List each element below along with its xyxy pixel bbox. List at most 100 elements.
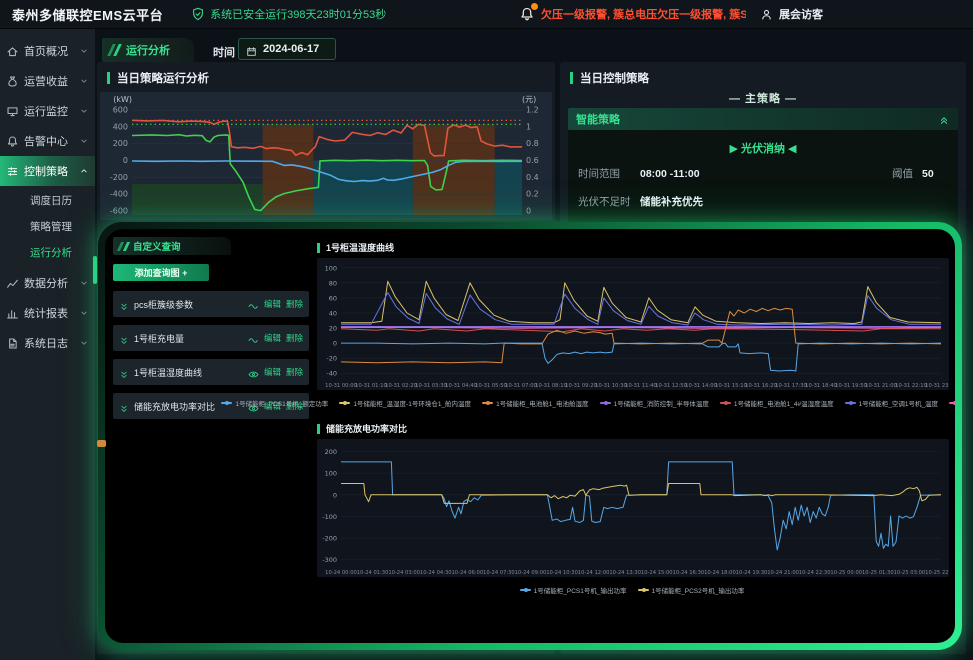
alarm-area: 欠压一级报警, 簇总电压欠压一级报警, 簇SO <box>519 6 746 22</box>
eye-icon[interactable] <box>248 367 259 378</box>
sidebar-subitem-dispatch-calendar[interactable]: 调度日历 <box>0 188 95 214</box>
query-item-charge-energy[interactable]: 1号柜充电量 编辑删除 <box>113 325 309 351</box>
sidebar-item-label: 告警中心 <box>24 133 74 149</box>
sidebar-item-alarm-center[interactable]: 告警中心 <box>0 126 95 156</box>
legend-swatch-icon <box>720 402 731 404</box>
alarm-bell-icon[interactable] <box>519 6 535 22</box>
legend-swatch-icon <box>845 402 856 404</box>
power-compare-chart[interactable]: 2001000-100-200-30010-24 00:0010-24 01:3… <box>317 439 949 577</box>
alarm-marquee[interactable]: 欠压一级报警, 簇总电压欠压一级报警, 簇SO <box>541 6 746 22</box>
user-area[interactable]: 展会访客 <box>760 6 823 22</box>
query-item-label: 1号柜充电量 <box>134 332 243 345</box>
legend-item[interactable]: 1号储能柜_消防控制_半导体温度 <box>600 398 709 408</box>
delete-link[interactable]: 删除 <box>286 298 303 310</box>
svg-text:10-25 01:30: 10-25 01:30 <box>862 570 894 576</box>
svg-text:10-24 18:00: 10-24 18:00 <box>704 570 736 576</box>
query-item-pcs-params[interactable]: pcs柜簇级参数 编辑删除 <box>113 291 309 317</box>
sidebar-item-system-log[interactable]: 系统日志 <box>0 328 95 358</box>
chart-title-row: 1号柜温湿度曲线 <box>317 241 947 254</box>
svg-text:10-24 16:30: 10-24 16:30 <box>673 570 705 576</box>
control-strategy-title: 当日控制策略 <box>580 70 649 86</box>
sidebar-subitem-operation-analysis[interactable]: 运行分析 <box>0 240 95 266</box>
legend-item[interactable]: 1号储能柜_PCS1号机_输出功率 <box>520 585 627 595</box>
sidebar-item-data-analysis[interactable]: 数据分析 <box>0 268 95 298</box>
sidebar-item-revenue[interactable]: 运营收益 <box>0 66 95 96</box>
legend-item[interactable]: 1号储能柜_PCS2号机_输出功率 <box>638 585 745 595</box>
modal-scrollbar-thumb[interactable] <box>97 440 106 447</box>
query-panel: 自定义查询 添加查询图 + pcs柜簇级参数编辑删除1号柜充电量编辑删除1号柜温… <box>113 237 309 419</box>
edit-link[interactable]: 编辑 <box>264 298 281 310</box>
alarm-badge <box>531 3 538 10</box>
legend-label: 1号储能柜_电池舱1_电池舱湿度 <box>496 398 588 408</box>
add-query-chart-button[interactable]: 添加查询图 + <box>113 264 209 281</box>
svg-text:10-25 00:00: 10-25 00:00 <box>830 570 862 576</box>
chevron-down-icon <box>79 76 89 86</box>
delete-link[interactable]: 删除 <box>286 332 303 344</box>
date-value: 2024-06-17 <box>263 43 319 55</box>
svg-text:10-31 12:50: 10-31 12:50 <box>655 383 687 389</box>
edit-link[interactable]: 编辑 <box>264 332 281 344</box>
svg-text:(元): (元) <box>522 95 536 104</box>
home-icon <box>6 45 19 58</box>
legend-item[interactable]: 1号储能柜_电池舱1_4#温湿度温度 <box>720 398 834 408</box>
report-icon <box>6 307 19 320</box>
svg-text:10-31 02:20: 10-31 02:20 <box>385 383 417 389</box>
svg-text:-600: -600 <box>110 206 128 215</box>
sidebar-item-home-overview[interactable]: 首页概况 <box>0 36 95 66</box>
legend-item[interactable]: 1号储能柜_温湿度-1号环境仓1_舱内温度 <box>339 398 471 408</box>
svg-text:10-31 07:00: 10-31 07:00 <box>505 383 537 389</box>
sidebar-subitem-strategy-management[interactable]: 策略管理 <box>0 214 95 240</box>
svg-text:0: 0 <box>333 491 337 499</box>
svg-text:10-31 01:10: 10-31 01:10 <box>355 383 387 389</box>
svg-text:-200: -200 <box>322 535 337 543</box>
sidebar-item-reports[interactable]: 统计报表 <box>0 298 95 328</box>
date-picker[interactable]: 2024-06-17 <box>238 38 336 60</box>
strategy-run-chart[interactable]: 6001.240012000.800.6-2000.4-4000.2-6000(… <box>100 92 552 220</box>
app-title: 泰州多储联控EMS云平台 <box>12 5 163 24</box>
edit-link[interactable]: 编辑 <box>264 366 281 378</box>
power-compare-card: 储能充放电功率对比 2001000-100-200-30010-24 00:00… <box>317 422 947 595</box>
sidebar-item-control-strategy[interactable]: 控制策略 <box>0 156 95 186</box>
sidebar-item-monitoring[interactable]: 运行监控 <box>0 96 95 126</box>
user-icon <box>760 8 773 21</box>
collapse-double-up-icon[interactable] <box>938 113 950 125</box>
shield-icon <box>191 7 205 21</box>
temp-humidity-chart[interactable]: 100806040200-20-4010-31 00:0010-31 01:10… <box>317 258 949 390</box>
svg-text:600: 600 <box>113 106 128 115</box>
svg-text:0.6: 0.6 <box>526 156 539 165</box>
svg-text:(kW): (kW) <box>113 95 132 104</box>
legend-item[interactable]: 1号储能柜_PCS1号机_额定功率 <box>221 398 328 408</box>
legend-swatch-icon <box>600 402 611 404</box>
wave-icon[interactable] <box>248 299 259 310</box>
power-compare-legend: 1号储能柜_PCS1号机_输出功率 1号储能柜_PCS2号机_输出功率 <box>317 585 947 595</box>
smart-strategy-header[interactable]: 智能策略 <box>568 108 958 130</box>
svg-text:-100: -100 <box>322 513 337 521</box>
svg-text:10-31 23:20: 10-31 23:20 <box>925 383 949 389</box>
legend-label: 1号储能柜_PCS2号机_输出功率 <box>652 585 745 595</box>
query-item-temp-humidity[interactable]: 1号柜温湿度曲线编辑删除 <box>113 359 309 385</box>
sidebar: 首页概况运营收益运行监控告警中心控制策略调度日历策略管理运行分析数据分析统计报表… <box>0 28 95 660</box>
title-accent-bar <box>317 424 320 434</box>
legend-item[interactable]: 1号储能柜_电池舱1_电池舱湿度 <box>482 398 588 408</box>
legend-swatch-icon <box>520 589 531 591</box>
bell-icon <box>6 135 19 148</box>
legend-item[interactable]: 1号储能柜_空调1号机_温度 <box>845 398 938 408</box>
time-label: 时间 <box>213 44 235 60</box>
legend-swatch-icon <box>221 402 232 404</box>
monitor-icon <box>6 105 19 118</box>
power-compare-chart-title: 储能充放电功率对比 <box>326 422 407 435</box>
tab-operation-analysis[interactable]: 运行分析 <box>102 38 194 62</box>
legend-item[interactable]: 1号储能柜_空调1号机_湿度 <box>949 398 955 408</box>
tab-custom-query[interactable]: 自定义查询 <box>113 237 231 255</box>
wave-icon[interactable] <box>248 333 259 344</box>
delete-link[interactable]: 删除 <box>286 366 303 378</box>
svg-text:-400: -400 <box>110 190 128 199</box>
svg-text:60: 60 <box>329 294 337 302</box>
uptime-status: 系统已安全运行398天23时01分53秒 <box>191 6 386 22</box>
strategy-row: 光伏不足时 储能补充优先 <box>578 194 948 209</box>
strategy-icon <box>6 165 19 178</box>
chart-title-row: 储能充放电功率对比 <box>317 422 947 435</box>
sidebar-item-label: 系统日志 <box>24 335 74 351</box>
legend-swatch-icon <box>638 589 649 591</box>
query-item-label: pcs柜簇级参数 <box>134 298 243 311</box>
